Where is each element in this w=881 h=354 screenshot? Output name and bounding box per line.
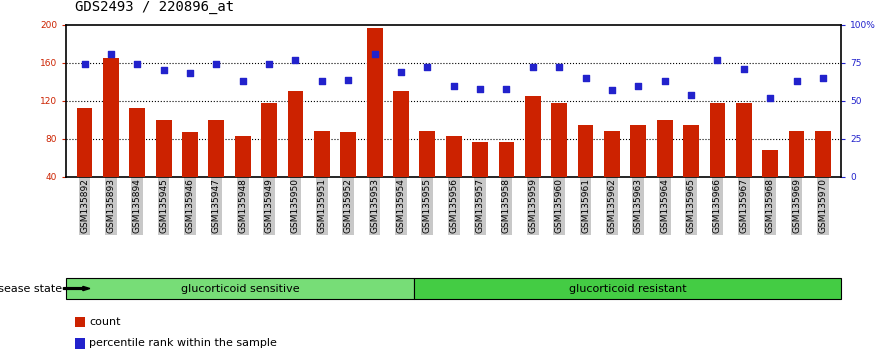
Point — [605, 87, 619, 93]
Point — [684, 92, 698, 98]
Bar — [709, 103, 725, 177]
Bar — [815, 131, 831, 177]
Point — [632, 83, 646, 88]
Bar — [631, 125, 647, 177]
Point — [183, 71, 197, 76]
Text: disease state: disease state — [0, 284, 62, 293]
Point — [341, 77, 355, 82]
Text: GDS2493 / 220896_at: GDS2493 / 220896_at — [75, 0, 234, 14]
Point — [236, 78, 250, 84]
Point — [394, 69, 408, 75]
Point — [130, 62, 144, 67]
Point — [473, 86, 487, 92]
Point — [763, 95, 777, 101]
Bar — [261, 103, 277, 177]
Point — [737, 66, 751, 72]
Bar — [419, 131, 435, 177]
Point — [262, 62, 276, 67]
Bar — [77, 108, 93, 177]
Point — [78, 62, 92, 67]
Bar — [209, 120, 225, 177]
Text: percentile rank within the sample: percentile rank within the sample — [89, 338, 277, 348]
Point — [447, 83, 461, 88]
Point — [579, 75, 593, 81]
Bar — [314, 131, 329, 177]
Bar — [578, 125, 594, 177]
Point — [288, 57, 302, 63]
Bar — [393, 91, 409, 177]
Point — [657, 78, 671, 84]
Bar — [604, 131, 620, 177]
Bar — [182, 132, 198, 177]
Bar — [287, 91, 303, 177]
Bar — [446, 136, 462, 177]
Point — [710, 57, 724, 63]
Point — [315, 78, 329, 84]
Bar — [499, 142, 515, 177]
Bar — [340, 132, 356, 177]
Point — [526, 64, 540, 70]
Text: glucorticoid sensitive: glucorticoid sensitive — [181, 284, 300, 293]
Bar — [656, 120, 672, 177]
Bar — [552, 103, 567, 177]
Point — [104, 51, 118, 57]
Bar — [366, 28, 382, 177]
Bar — [762, 150, 778, 177]
Point — [367, 51, 381, 57]
Text: count: count — [89, 317, 121, 327]
Bar — [736, 103, 751, 177]
Bar — [525, 96, 541, 177]
Point — [210, 62, 224, 67]
Bar — [788, 131, 804, 177]
Bar — [156, 120, 172, 177]
Point — [552, 64, 566, 70]
Point — [789, 78, 803, 84]
Bar — [472, 142, 488, 177]
Point — [500, 86, 514, 92]
Point — [157, 68, 171, 73]
Text: glucorticoid resistant: glucorticoid resistant — [568, 284, 686, 293]
Bar — [235, 136, 251, 177]
Bar — [683, 125, 699, 177]
Point — [816, 75, 830, 81]
Bar — [130, 108, 145, 177]
Point — [420, 64, 434, 70]
Bar — [103, 58, 119, 177]
